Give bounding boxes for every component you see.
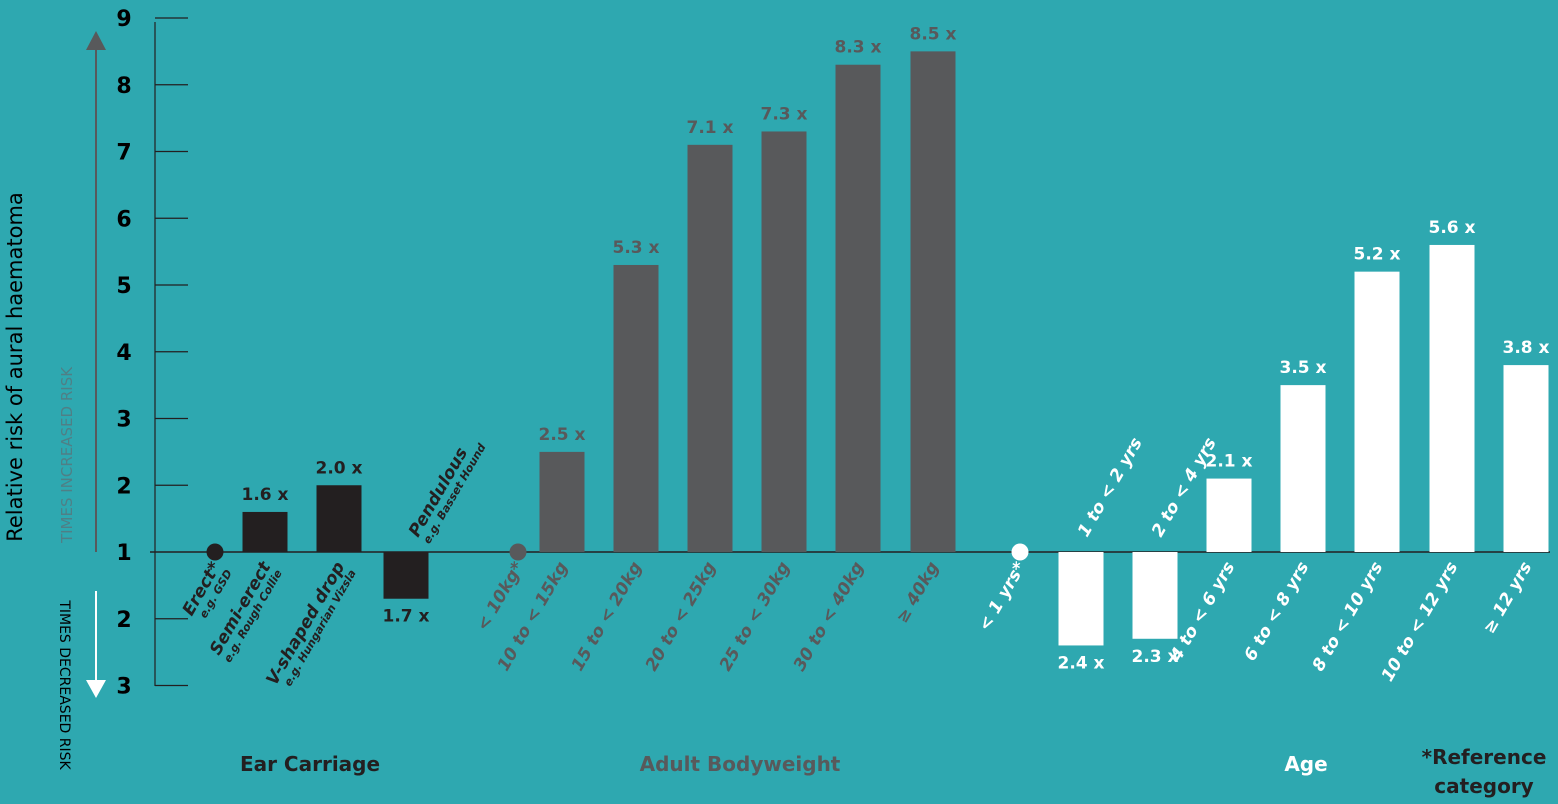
value-label: 7.1 x — [687, 118, 734, 138]
increased-arrow-icon — [86, 31, 106, 50]
bar — [910, 51, 956, 552]
bar — [1354, 271, 1400, 552]
value-label: 2.1 x — [1206, 452, 1253, 472]
bar — [761, 131, 807, 552]
category-label-group: 15 to < 20kg — [568, 559, 647, 675]
category-label: ≥ 40kg — [892, 559, 943, 627]
value-label: 3.8 x — [1503, 338, 1550, 358]
decreased-arrow-icon — [86, 680, 106, 698]
category-label-group: ≥ 40kg — [892, 559, 943, 627]
category-label-group: 1 to < 2 yrs — [1074, 434, 1147, 540]
bar — [242, 511, 288, 552]
y-ticks: 1 2 3 4 5 6 7 8 9 2 3 — [116, 7, 188, 700]
y-tick-label: 9 — [116, 7, 131, 32]
y-tick-label: 8 — [116, 74, 131, 99]
value-label: 1.7 x — [383, 607, 430, 627]
value-label: 8.5 x — [910, 24, 957, 44]
value-label: 7.3 x — [761, 104, 808, 124]
category-label: 15 to < 20kg — [568, 559, 647, 675]
value-label: 5.2 x — [1354, 245, 1401, 265]
group-label-age: Age — [1284, 752, 1327, 776]
bar — [383, 552, 429, 599]
bar — [687, 144, 733, 552]
reference-marker — [509, 543, 527, 561]
category-label-group: 10 to < 12 yrs — [1378, 559, 1463, 686]
y-tick-label: 6 — [116, 207, 131, 232]
y-tick-label: 5 — [116, 274, 131, 299]
category-label-group: 25 to < 30kg — [716, 559, 795, 675]
value-label: 8.3 x — [835, 38, 882, 58]
group-label-weight: Adult Bodyweight — [640, 752, 841, 776]
category-label-group: ≥ 12 yrs — [1479, 559, 1536, 638]
category-label-group: 30 to < 40kg — [790, 559, 869, 675]
bar — [1132, 552, 1178, 639]
footnote-line-2: category — [1434, 774, 1533, 798]
category-label: ≥ 12 yrs — [1479, 559, 1536, 638]
category-label: < 1 yrs* — [975, 558, 1031, 634]
category-label-group: 6 to < 8 yrs — [1241, 559, 1314, 665]
y-tick-label: 3 — [116, 675, 131, 700]
category-label-group: 20 to < 25kg — [642, 559, 721, 675]
category-label: 10 to < 12 yrs — [1378, 559, 1463, 686]
bar — [835, 64, 881, 552]
y-tick-label: 2 — [116, 608, 131, 633]
value-label: 2.0 x — [316, 458, 363, 478]
category-label: 6 to < 8 yrs — [1241, 559, 1314, 665]
value-label: 5.3 x — [613, 238, 660, 258]
footnote-line-1: *Reference — [1422, 745, 1547, 769]
value-label: 1.6 x — [242, 485, 289, 505]
category-label: 25 to < 30kg — [716, 559, 795, 675]
value-label: 3.5 x — [1280, 358, 1327, 378]
reference-marker — [206, 543, 224, 561]
category-label: 30 to < 40kg — [790, 559, 869, 675]
category-label: 8 to < 10 yrs — [1309, 559, 1388, 675]
bar — [316, 485, 362, 552]
reference-marker — [1011, 543, 1029, 561]
category-label: 1 to < 2 yrs — [1074, 434, 1147, 540]
category-label-group: < 1 yrs* — [975, 558, 1031, 634]
y-tick-label: 4 — [116, 341, 131, 366]
bar — [1206, 478, 1252, 552]
value-label: 2.3 x — [1132, 647, 1179, 667]
increased-risk-label: TIMES INCREASED RISK — [58, 366, 76, 544]
y-tick-label: 7 — [116, 141, 131, 166]
bar — [539, 451, 585, 552]
value-label: 5.6 x — [1429, 218, 1476, 238]
bar — [1429, 244, 1475, 552]
category-label-group: 8 to < 10 yrs — [1309, 559, 1388, 675]
y-tick-label: 3 — [116, 408, 131, 433]
bar — [613, 264, 659, 552]
group-label-ear: Ear Carriage — [240, 752, 380, 776]
decreased-risk-label: TIMES DECREASED RISK — [56, 599, 72, 770]
category-label: 20 to < 25kg — [642, 559, 721, 675]
y-axis-title: Relative risk of aural haematoma — [3, 192, 27, 542]
y-tick-label: 2 — [116, 474, 131, 499]
bar — [1503, 365, 1549, 552]
bar — [1058, 552, 1104, 646]
bar — [1280, 385, 1326, 552]
value-label: 2.5 x — [539, 425, 586, 445]
value-label: 2.4 x — [1058, 653, 1105, 673]
y-tick-label: 1 — [116, 541, 131, 566]
